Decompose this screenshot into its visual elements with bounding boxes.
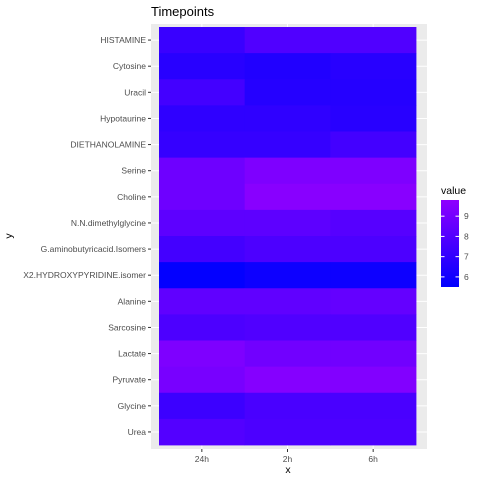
heatmap-cell-histamine-2h [244, 27, 331, 54]
heatmap-cell-sarcosine-6h [330, 314, 417, 341]
heatmap-cell-x2-hydroxypyridine-isomer-2h [244, 262, 331, 289]
legend-colorbar [441, 200, 459, 287]
heatmap-cell-histamine-24h [159, 27, 246, 54]
y-tick-label: Sarcosine [108, 322, 146, 332]
heatmap-cell-urea-6h [330, 418, 417, 446]
heatmap-cell-glycine-6h [330, 392, 417, 420]
chart-title: Timepoints [151, 4, 215, 19]
heatmap-cell-cytosine-2h [244, 53, 331, 80]
y-tick-label: HISTAMINE [100, 35, 146, 45]
heatmap-cell-lactate-2h [244, 340, 331, 368]
heatmap-cell-serine-6h [330, 157, 417, 185]
legend-tick-label: 9 [464, 211, 469, 221]
heatmap-cell-lactate-6h [330, 340, 417, 368]
legend: value 6 7 8 9 [441, 185, 469, 287]
heatmap-cell-pyruvate-6h [330, 366, 417, 394]
heatmap-cell-pyruvate-2h [244, 366, 331, 394]
legend-title: value [441, 185, 466, 197]
y-tick-label: Choline [117, 192, 146, 202]
y-tick-label: Hypotaurine [100, 113, 146, 123]
heatmap-cells [159, 27, 417, 446]
heatmap-cell-sarcosine-2h [244, 314, 331, 341]
heatmap-cell-hypotaurine-6h [330, 105, 417, 132]
y-tick-label: DIETHANOLAMINE [70, 140, 146, 150]
x-axis: 24h 2h 6h [195, 449, 378, 464]
heatmap-cell-alanine-6h [330, 288, 417, 315]
heatmap-cell-n-n-dimethylglycine-6h [330, 209, 417, 237]
y-axis: HISTAMINE Cytosine Uracil Hypotaurine DIETHA… [23, 35, 151, 437]
heatmap-cell-alanine-2h [244, 288, 331, 315]
heatmap-cell-urea-24h [159, 418, 246, 446]
legend-tick-label: 6 [464, 272, 469, 282]
legend-tick-label: 7 [464, 252, 469, 262]
y-tick-label: Lactate [118, 349, 146, 359]
heatmap-cell-diethanolamine-6h [330, 131, 417, 159]
y-tick-label: Urea [128, 427, 147, 437]
x-tick-label: 6h [368, 454, 378, 464]
legend-ticks: 6 7 8 9 [441, 211, 469, 282]
heatmap-cell-serine-2h [244, 157, 331, 185]
heatmap-cell-hypotaurine-2h [244, 105, 331, 132]
heatmap-cell-uracil-24h [159, 79, 246, 106]
heatmap-cell-n-n-dimethylglycine-24h [159, 209, 246, 237]
heatmap-cell-choline-6h [330, 183, 417, 211]
heatmap-cell-g-aminobutyricacid-isomers-24h [159, 236, 246, 263]
heatmap-cell-diethanolamine-2h [244, 131, 331, 159]
heatmap-cell-glycine-24h [159, 392, 246, 420]
y-tick-label: Serine [121, 166, 146, 176]
heatmap-cell-urea-2h [244, 418, 331, 446]
heatmap-cell-choline-24h [159, 183, 246, 211]
y-tick-label: N.N.dimethylglycine [71, 218, 146, 228]
heatmap-cell-uracil-6h [330, 79, 417, 106]
heatmap-cell-serine-24h [159, 157, 246, 185]
heatmap-cell-diethanolamine-24h [159, 131, 246, 159]
legend-tick-label: 8 [464, 231, 469, 241]
x-tick-label: 2h [283, 454, 293, 464]
heatmap-cell-g-aminobutyricacid-isomers-2h [244, 236, 331, 263]
y-tick-label: Cytosine [113, 61, 146, 71]
heatmap-cell-sarcosine-24h [159, 314, 246, 341]
heatmap-cell-pyruvate-24h [159, 366, 246, 394]
heatmap-cell-alanine-24h [159, 288, 246, 315]
heatmap-cell-hypotaurine-24h [159, 105, 246, 132]
y-tick-label: Pyruvate [112, 375, 146, 385]
heatmap-cell-cytosine-6h [330, 53, 417, 80]
heatmap-cell-cytosine-24h [159, 53, 246, 80]
heatmap-cell-uracil-2h [244, 79, 331, 106]
y-tick-label: Uracil [124, 87, 146, 97]
y-tick-label: X2.HYDROXYPYRIDINE.isomer [23, 270, 146, 280]
heatmap-cell-choline-2h [244, 183, 331, 211]
y-tick-label: Glycine [118, 401, 147, 411]
heatmap-cell-x2-hydroxypyridine-isomer-6h [330, 262, 417, 289]
heatmap-cell-histamine-6h [330, 27, 417, 54]
y-tick-label: G.aminobutyricacid.Isomers [41, 244, 146, 254]
y-axis-title: y [3, 233, 15, 239]
x-axis-title: x [285, 464, 291, 476]
heatmap-cell-n-n-dimethylglycine-2h [244, 209, 331, 237]
heatmap-cell-x2-hydroxypyridine-isomer-24h [159, 262, 246, 289]
heatmap-cell-lactate-24h [159, 340, 246, 368]
heatmap-cell-g-aminobutyricacid-isomers-6h [330, 236, 417, 263]
y-tick-label: Alanine [118, 296, 147, 306]
heatmap-cell-glycine-2h [244, 392, 331, 420]
x-tick-label: 24h [195, 454, 209, 464]
